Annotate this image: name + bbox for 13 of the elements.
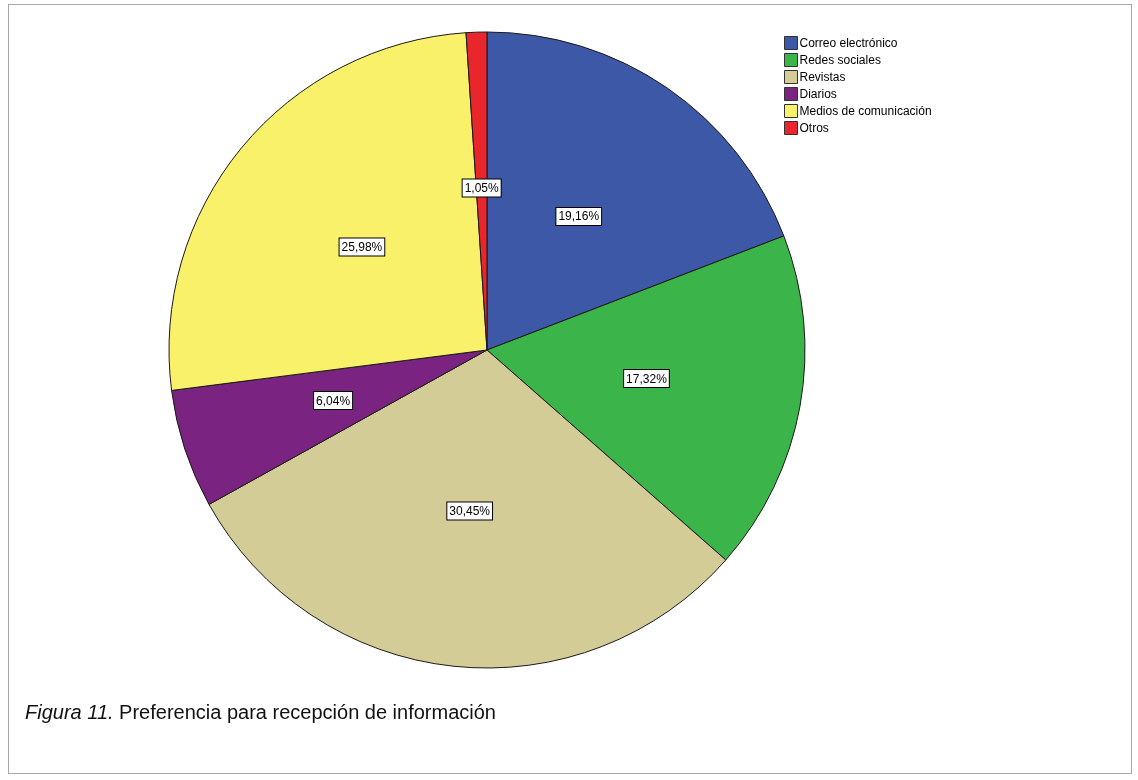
data-label: 30,45% bbox=[449, 504, 491, 519]
data-label: 25,98% bbox=[341, 240, 383, 255]
data-label: 17,32% bbox=[626, 371, 668, 386]
text: Figura 11. Preferencia para recepción de información bbox=[25, 701, 496, 723]
legend-label: Correo electrónico bbox=[799, 36, 898, 50]
legend-label: Medios de comunicación bbox=[799, 104, 932, 118]
legend-label: Otros bbox=[799, 121, 829, 135]
data-label: 1,05% bbox=[464, 181, 499, 196]
legend-label: Diarios bbox=[799, 87, 837, 101]
data-label: 19,16% bbox=[558, 209, 600, 224]
legend-label: Revistas bbox=[799, 70, 846, 84]
data-label: 6,04% bbox=[316, 393, 351, 408]
legend-label: Redes sociales bbox=[799, 53, 881, 67]
